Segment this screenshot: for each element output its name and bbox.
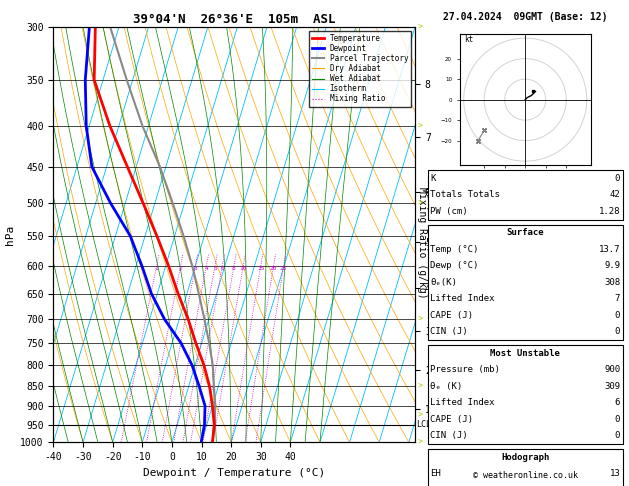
Text: θₑ(K): θₑ(K) (430, 278, 457, 287)
Text: Surface: Surface (506, 228, 544, 237)
Text: PW (cm): PW (cm) (430, 207, 468, 216)
Text: >: > (418, 411, 423, 420)
Text: Most Unstable: Most Unstable (490, 349, 560, 358)
Text: 900: 900 (604, 365, 620, 374)
Legend: Temperature, Dewpoint, Parcel Trajectory, Dry Adiabat, Wet Adiabat, Isotherm, Mi: Temperature, Dewpoint, Parcel Trajectory… (309, 31, 411, 106)
Text: 3: 3 (194, 266, 198, 271)
Text: 20: 20 (270, 266, 277, 271)
Text: 9.9: 9.9 (604, 261, 620, 270)
Text: 2: 2 (179, 266, 182, 271)
Text: Temp (°C): Temp (°C) (430, 245, 479, 254)
Text: θₑ (K): θₑ (K) (430, 382, 462, 391)
Text: >: > (418, 438, 423, 447)
Text: >: > (418, 382, 423, 391)
Text: EH: EH (430, 469, 441, 478)
Text: LCL: LCL (416, 420, 431, 429)
Text: Totals Totals: Totals Totals (430, 191, 500, 199)
Text: 13: 13 (610, 469, 620, 478)
Text: 25: 25 (280, 266, 287, 271)
Text: kt: kt (464, 35, 473, 44)
Text: 42: 42 (610, 191, 620, 199)
Text: CIN (J): CIN (J) (430, 328, 468, 336)
Text: CAPE (J): CAPE (J) (430, 311, 473, 320)
Text: Lifted Index: Lifted Index (430, 399, 495, 407)
Text: 13.7: 13.7 (599, 245, 620, 254)
Text: 0: 0 (615, 174, 620, 183)
Text: 0: 0 (615, 432, 620, 440)
Text: >: > (418, 122, 423, 131)
Text: 6: 6 (220, 266, 224, 271)
Text: 15: 15 (257, 266, 265, 271)
Text: >: > (418, 314, 423, 324)
Text: 0: 0 (615, 311, 620, 320)
Text: 308: 308 (604, 278, 620, 287)
Text: Mixing Ratio (g/kg): Mixing Ratio (g/kg) (417, 187, 427, 299)
X-axis label: Dewpoint / Temperature (°C): Dewpoint / Temperature (°C) (143, 468, 325, 478)
Text: Hodograph: Hodograph (501, 453, 549, 462)
Text: CIN (J): CIN (J) (430, 432, 468, 440)
Text: >: > (418, 22, 423, 31)
Text: 1.28: 1.28 (599, 207, 620, 216)
Text: 5: 5 (213, 266, 217, 271)
Text: K: K (430, 174, 436, 183)
Text: 6: 6 (615, 399, 620, 407)
Text: 0: 0 (615, 415, 620, 424)
Text: 0: 0 (615, 328, 620, 336)
Y-axis label: hPa: hPa (4, 225, 14, 244)
Text: Pressure (mb): Pressure (mb) (430, 365, 500, 374)
Text: Dewp (°C): Dewp (°C) (430, 261, 479, 270)
Y-axis label: km
ASL: km ASL (437, 226, 458, 243)
Text: >: > (418, 199, 423, 208)
Text: 1: 1 (155, 266, 159, 271)
Text: 8: 8 (232, 266, 236, 271)
Text: 10: 10 (240, 266, 247, 271)
Title: 39°04'N  26°36'E  105m  ASL: 39°04'N 26°36'E 105m ASL (133, 13, 335, 26)
Text: 309: 309 (604, 382, 620, 391)
Text: 27.04.2024  09GMT (Base: 12): 27.04.2024 09GMT (Base: 12) (443, 12, 608, 22)
Text: Lifted Index: Lifted Index (430, 295, 495, 303)
Text: CAPE (J): CAPE (J) (430, 415, 473, 424)
Text: 4: 4 (204, 266, 208, 271)
Text: © weatheronline.co.uk: © weatheronline.co.uk (473, 471, 577, 480)
Text: 7: 7 (615, 295, 620, 303)
